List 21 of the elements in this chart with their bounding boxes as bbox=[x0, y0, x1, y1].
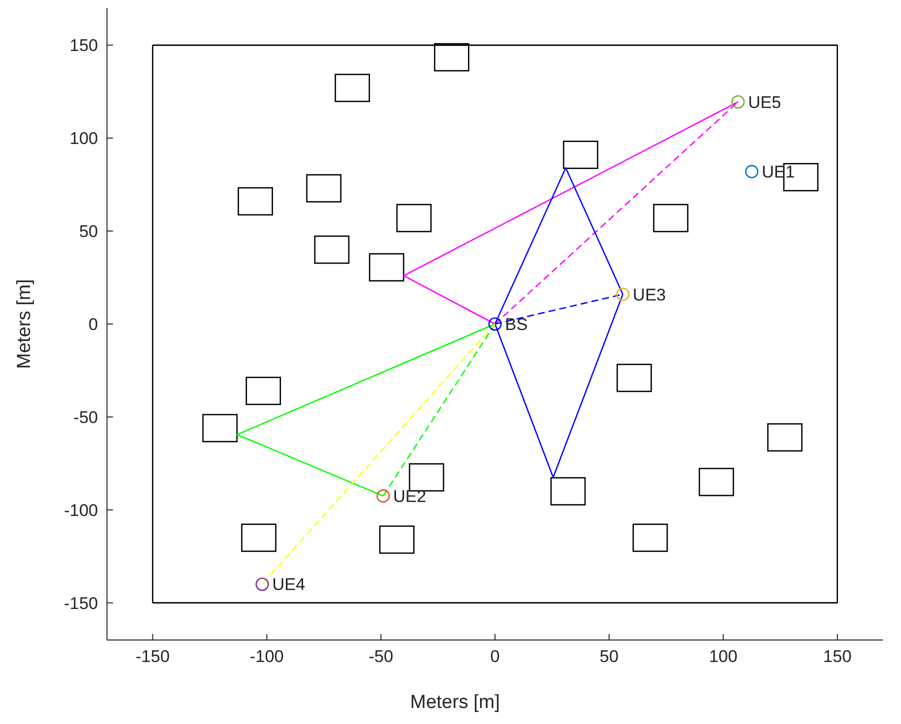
series-label: BS bbox=[505, 315, 528, 334]
x-tick-label: 0 bbox=[490, 647, 500, 666]
y-axis-title: Meters [m] bbox=[14, 279, 35, 369]
x-tick-label: 100 bbox=[709, 647, 738, 666]
y-tick-label: 100 bbox=[70, 129, 98, 148]
y-tick-label: -50 bbox=[73, 408, 98, 427]
series-label: UE4 bbox=[272, 575, 306, 594]
x-axis-title: Meters [m] bbox=[410, 692, 500, 713]
y-tick-label: -150 bbox=[64, 594, 98, 613]
series-label: UE2 bbox=[393, 486, 426, 506]
y-tick-label: 150 bbox=[70, 36, 98, 56]
y-tick-label: 0 bbox=[88, 315, 98, 334]
y-tick-label: 50 bbox=[79, 222, 98, 242]
series-label: UE5 bbox=[748, 92, 782, 112]
series-label: UE3 bbox=[632, 285, 666, 304]
x-tick-label: 50 bbox=[600, 647, 619, 666]
x-tick-label: -50 bbox=[368, 647, 394, 666]
y-tick-label: -100 bbox=[64, 500, 98, 520]
x-tick-label: 150 bbox=[823, 647, 852, 666]
x-tick-label: -150 bbox=[136, 647, 170, 666]
x-tick-label: -100 bbox=[250, 647, 284, 666]
